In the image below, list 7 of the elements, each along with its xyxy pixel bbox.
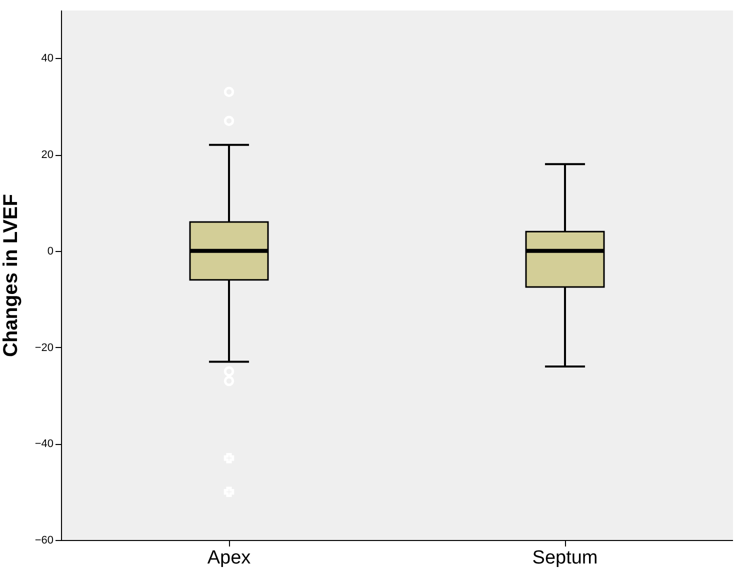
y-tick-label: −60 [34, 534, 54, 546]
y-tick-label: 0 [47, 245, 54, 258]
y-tick-label: 40 [41, 52, 54, 65]
y-tick-label: −20 [34, 342, 54, 354]
y-axis-title: Changes in LVEF [0, 194, 22, 357]
y-tick-label: 20 [41, 149, 54, 162]
y-tick-label: −40 [34, 438, 54, 450]
